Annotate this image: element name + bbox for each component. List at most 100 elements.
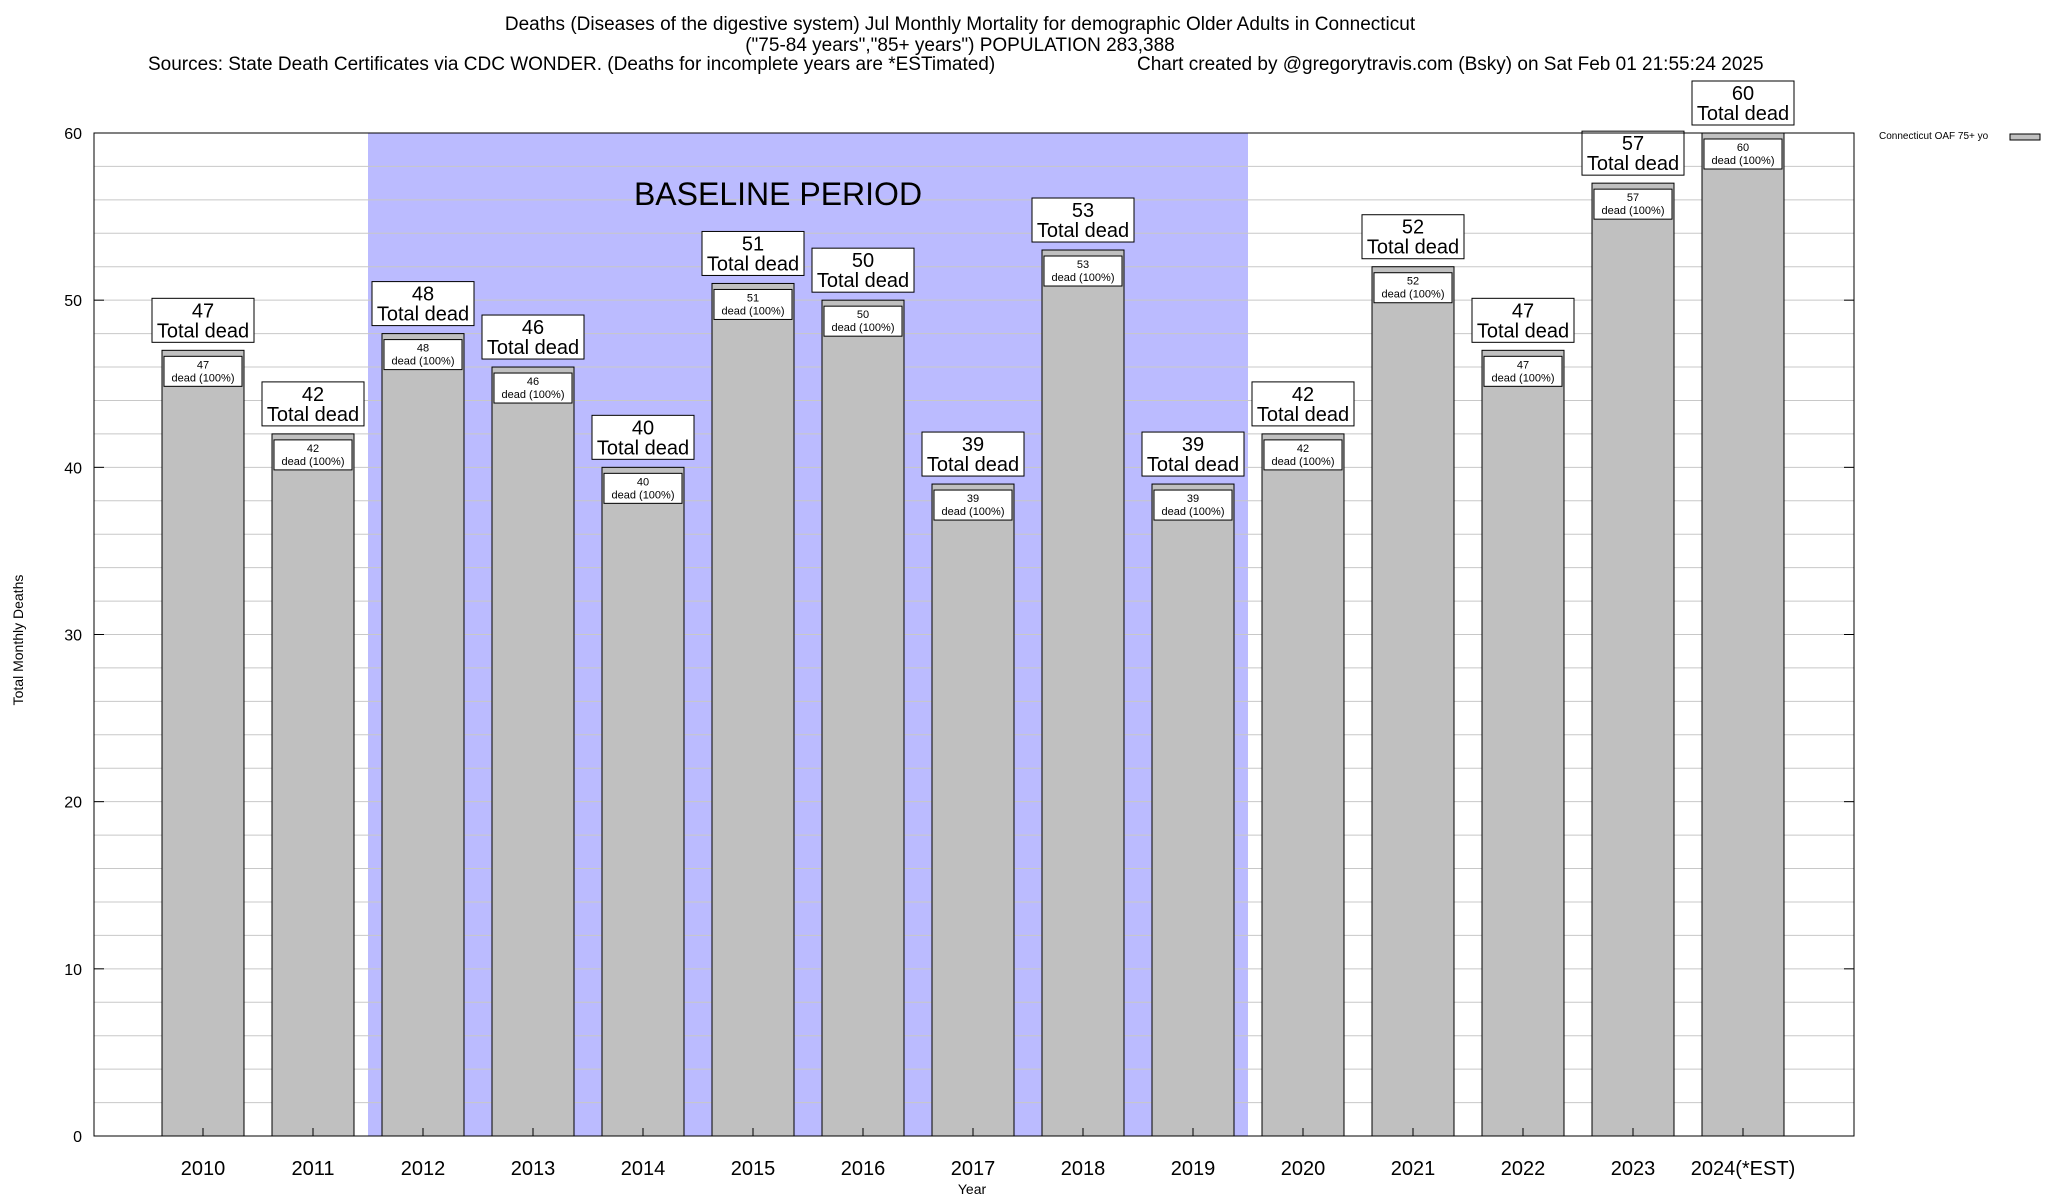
bar-inner-label: dead (100%) (1492, 372, 1555, 384)
bar-inner-label-box (1373, 272, 1453, 304)
bar-top-value: 52 (1402, 217, 1424, 239)
bar-inner-label-box (603, 472, 683, 504)
bar-inner-label: dead (100%) (1382, 289, 1445, 301)
bar-inner-value: 53 (1077, 259, 1089, 271)
bar (161, 349, 245, 1137)
x-tick-label: 2016 (841, 1158, 886, 1180)
y-tick-label: 10 (64, 962, 82, 979)
x-tick-label: 2012 (401, 1158, 446, 1180)
bar-inner-value: 48 (417, 343, 429, 355)
sources-note: Sources: State Death Certificates via CD… (148, 54, 996, 75)
x-tick-label: 2015 (731, 1158, 776, 1180)
bar-inner-label: dead (100%) (942, 506, 1005, 518)
bar-top-label-box (1581, 130, 1685, 176)
baseline-period-label: BASELINE PERIOD (634, 176, 922, 212)
y-axis-label: Total Monthly Deaths (10, 574, 26, 706)
legend: Connecticut OAF 75+ yo (1879, 131, 2041, 142)
bar-inner-value: 39 (1187, 493, 1199, 505)
chart-title: Deaths (Diseases of the digestive system… (0, 14, 1920, 56)
bar-inner-label: dead (100%) (1602, 205, 1665, 217)
bar-top-label-box (1361, 214, 1465, 260)
bar-top-value: 47 (192, 300, 214, 322)
bar-inner-value: 42 (307, 443, 319, 455)
bar-inner-value: 39 (967, 493, 979, 505)
bar-top-label: Total dead (1477, 320, 1569, 342)
bar-inner-label-box (1483, 355, 1563, 387)
bar-inner-value: 40 (637, 476, 649, 488)
x-tick-label: 2024(*EST) (1691, 1158, 1796, 1180)
bar-top-value: 60 (1732, 83, 1754, 105)
x-tick-label: 2014 (621, 1158, 666, 1180)
bar-inner-label: dead (100%) (612, 489, 675, 501)
bar-top-label-box (1251, 381, 1355, 427)
bar-inner-value: 47 (197, 359, 209, 371)
bar (711, 282, 795, 1137)
bar-top-label: Total dead (817, 270, 909, 292)
bar-top-label-box (261, 381, 365, 427)
bar-top-label: Total dead (487, 337, 579, 359)
y-tick-label: 40 (64, 460, 82, 477)
bar (1481, 349, 1565, 1137)
bar-top-label-box (151, 297, 255, 343)
bar-inner-value: 60 (1737, 142, 1749, 154)
bar-top-label: Total dead (1367, 237, 1459, 259)
bar-top-label-box (701, 230, 805, 276)
bar-top-label: Total dead (1037, 220, 1129, 242)
bar-top-label-box (921, 431, 1025, 477)
bar (491, 366, 575, 1137)
x-tick-label: 2022 (1501, 1158, 1546, 1180)
bar-top-label-box (1691, 80, 1795, 126)
bar-top-label: Total dead (1147, 454, 1239, 476)
bar (1371, 266, 1455, 1137)
bar-inner-label: dead (100%) (392, 356, 455, 368)
x-tick-label: 2019 (1171, 1158, 1216, 1180)
bar-inner-value: 57 (1627, 192, 1639, 204)
bar-top-label-box (1141, 431, 1245, 477)
bar-top-label: Total dead (1257, 404, 1349, 426)
bar-inner-label-box (493, 372, 573, 404)
bar-inner-value: 47 (1517, 359, 1529, 371)
bar-top-label-box (811, 247, 915, 293)
x-axis-label: Year (957, 1181, 987, 1197)
legend-swatch (2009, 133, 2041, 141)
bar-top-label-box (1031, 197, 1135, 243)
title-line-2: ("75-84 years","85+ years") POPULATION 2… (745, 35, 1175, 56)
bar-inner-label-box (163, 355, 243, 387)
bar-inner-label-box (1043, 255, 1123, 287)
credit-note: Chart created by @gregorytravis.com (Bsk… (1137, 54, 1764, 75)
x-tick-label: 2011 (291, 1158, 334, 1180)
bar-top-value: 39 (962, 434, 984, 456)
bar-top-value: 47 (1512, 300, 1534, 322)
bar-inner-value: 46 (527, 376, 539, 388)
bar (1261, 433, 1345, 1137)
bar-inner-label-box (933, 489, 1013, 521)
bar (381, 333, 465, 1137)
bar-top-label: Total dead (597, 437, 689, 459)
bar (1151, 483, 1235, 1137)
x-tick-label: 2013 (511, 1158, 556, 1180)
bar-top-label: Total dead (377, 304, 469, 326)
bar-inner-label: dead (100%) (502, 389, 565, 401)
bar-inner-label: dead (100%) (832, 322, 895, 334)
bar-inner-label-box (273, 439, 353, 471)
bar-inner-label-box (823, 305, 903, 337)
x-tick-label: 2018 (1061, 1158, 1106, 1180)
bar-top-label: Total dead (1587, 153, 1679, 175)
bar-inner-label-box (1153, 489, 1233, 521)
bar-inner-value: 51 (747, 292, 759, 304)
bar-top-label: Total dead (707, 253, 799, 275)
bar (931, 483, 1015, 1137)
bar-inner-label: dead (100%) (722, 305, 785, 317)
bar-top-label-box (371, 281, 475, 327)
bar (271, 433, 355, 1137)
bar-inner-label: dead (100%) (1052, 272, 1115, 284)
bar-top-value: 40 (632, 417, 654, 439)
x-tick-label: 2023 (1611, 1158, 1656, 1180)
bar-inner-label: dead (100%) (1162, 506, 1225, 518)
bar-top-value: 50 (852, 250, 874, 272)
bar-inner-label: dead (100%) (282, 456, 345, 468)
bar-top-value: 42 (302, 384, 324, 406)
y-tick-label: 0 (73, 1129, 82, 1146)
